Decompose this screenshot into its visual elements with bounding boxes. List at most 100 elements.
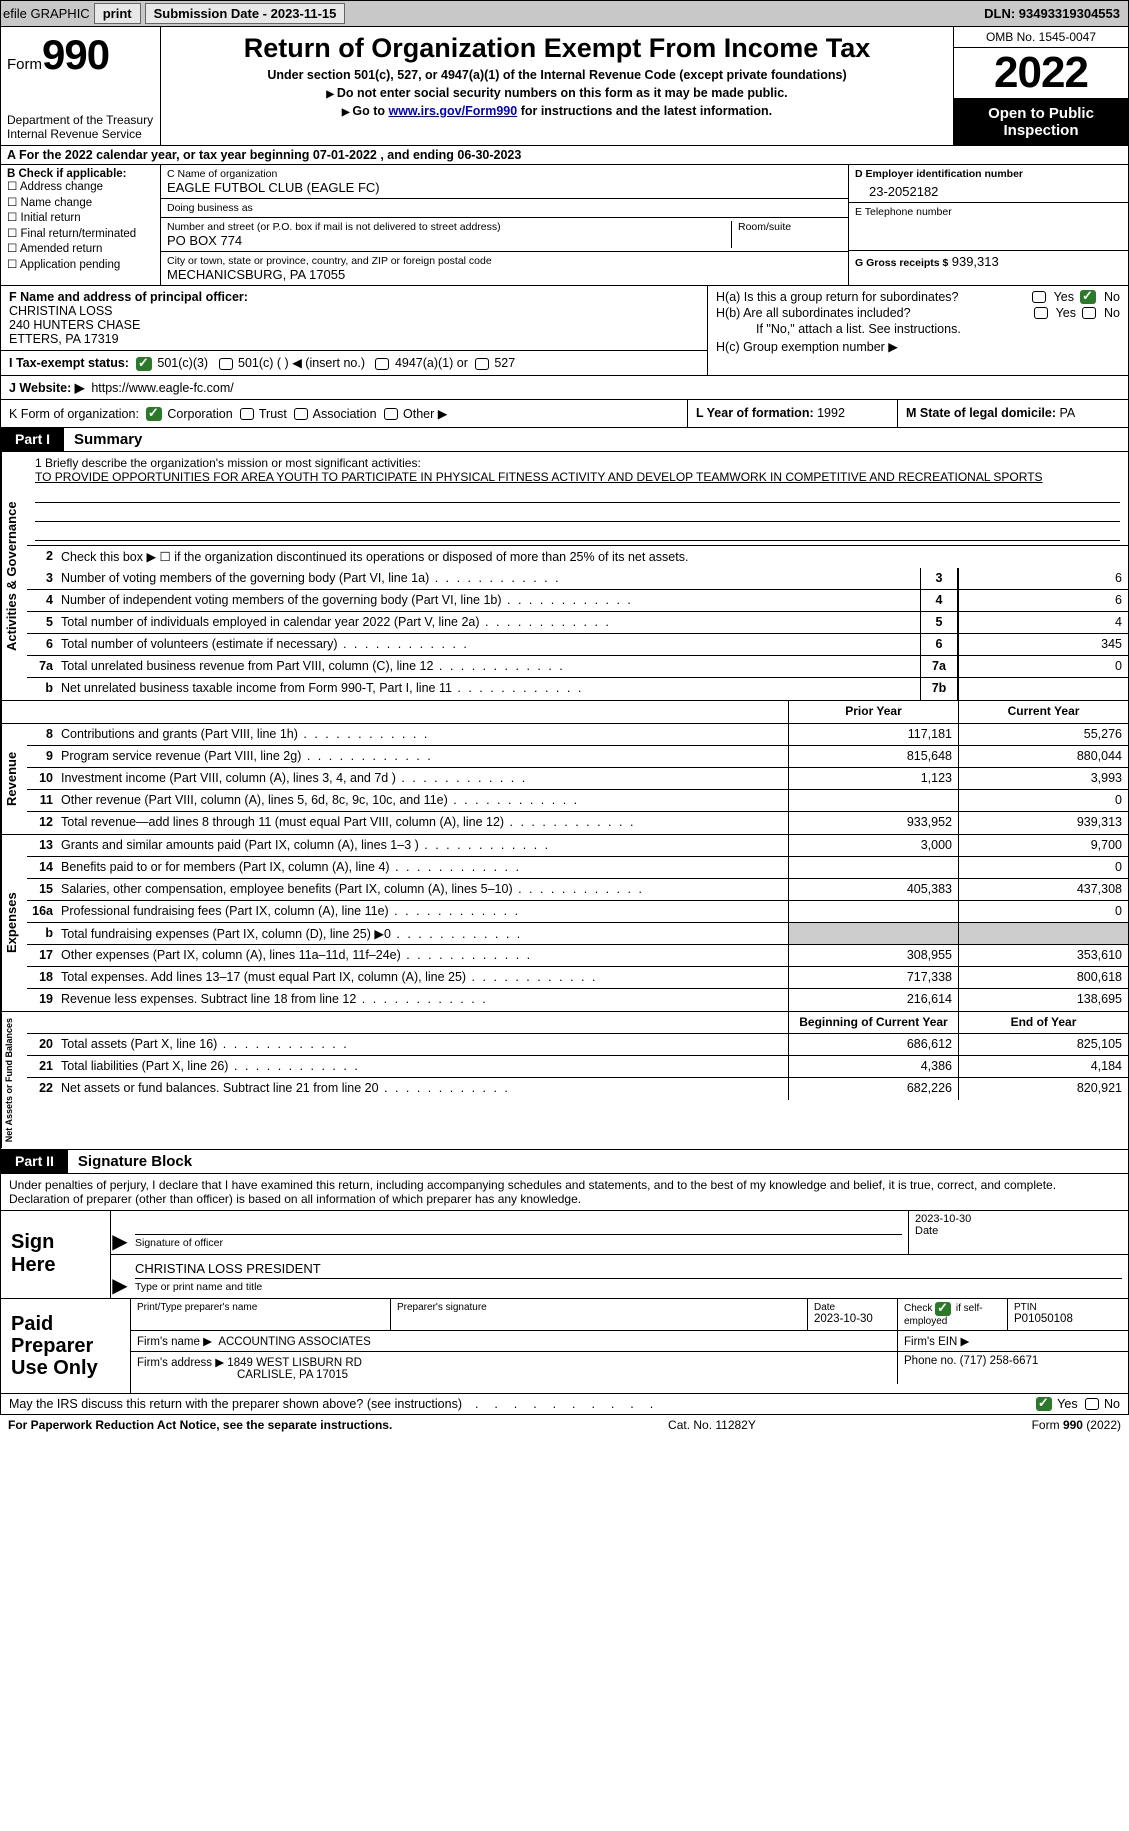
officer-signature[interactable] <box>135 1213 902 1235</box>
chk-4947[interactable] <box>375 358 389 370</box>
summary-revenue: Revenue 8Contributions and grants (Part … <box>0 724 1129 835</box>
chk-assoc[interactable] <box>294 408 308 420</box>
pycy-header: Prior Year Current Year <box>0 701 1129 724</box>
sign-here-block: Sign Here ▶ Signature of officer 2023-10… <box>0 1210 1129 1299</box>
ptin: P01050108 <box>1014 1313 1122 1325</box>
chk-trust[interactable] <box>240 408 254 420</box>
part-i-tag: Part I <box>1 428 64 451</box>
omb-number: OMB No. 1545-0047 <box>954 27 1128 48</box>
summary-row: 4Number of independent voting members of… <box>27 590 1128 612</box>
paid-preparer-block: Paid Preparer Use Only Print/Type prepar… <box>0 1299 1129 1394</box>
j-label: J Website: ▶ <box>9 381 84 395</box>
opt-trust: Trust <box>259 407 287 421</box>
summary-row: 5Total number of individuals employed in… <box>27 612 1128 634</box>
chk-initial-return[interactable]: ☐ Initial return <box>7 211 154 227</box>
opt-501c: 501(c) ( ) ◀ (insert no.) <box>238 356 365 370</box>
summary-row: 6Total number of volunteers (estimate if… <box>27 634 1128 656</box>
summary-row: 15Salaries, other compensation, employee… <box>27 879 1128 901</box>
opt-assoc: Association <box>313 407 377 421</box>
cat-no: Cat. No. 11282Y <box>392 1418 1031 1432</box>
may-yes[interactable] <box>1036 1397 1052 1411</box>
form-subtitle: Under section 501(c), 527, or 4947(a)(1)… <box>171 68 943 82</box>
firm-name-lbl: Firm's name ▶ <box>137 1336 212 1348</box>
ha-label: H(a) Is this a group return for subordin… <box>716 290 1026 304</box>
ssn-note: Do not enter social security numbers on … <box>171 86 943 100</box>
chk-501c3[interactable] <box>136 357 152 371</box>
paperwork-notice: For Paperwork Reduction Act Notice, see … <box>8 1418 392 1432</box>
chk-other[interactable] <box>384 408 398 420</box>
prep-name-lbl: Print/Type preparer's name <box>137 1302 384 1313</box>
summary-row: 12Total revenue—add lines 8 through 11 (… <box>27 812 1128 834</box>
chk-corp[interactable] <box>146 407 162 421</box>
efile-topbar: efile GRAPHIC print Submission Date - 20… <box>0 0 1129 27</box>
vtab-netassets: Net Assets or Fund Balances <box>1 1012 27 1148</box>
hb-note: If "No," attach a list. See instructions… <box>716 322 1120 336</box>
website-url: https://www.eagle-fc.com/ <box>91 381 233 395</box>
form-ref: Form 990 (2022) <box>1032 1418 1121 1432</box>
dept-treasury: Department of the Treasury <box>7 113 154 127</box>
street-address: PO BOX 774 <box>167 233 731 248</box>
irs-link[interactable]: www.irs.gov/Form990 <box>388 104 517 118</box>
mission-label: 1 Briefly describe the organization's mi… <box>35 456 1120 470</box>
efile-label: efile GRAPHIC <box>3 6 90 21</box>
opt-501c3: 501(c)(3) <box>157 356 208 370</box>
firm-name: ACCOUNTING ASSOCIATES <box>218 1336 371 1348</box>
chk-app-pending[interactable]: ☐ Application pending <box>7 258 154 274</box>
firm-phone: (717) 258-6671 <box>960 1355 1039 1367</box>
l-label: L Year of formation: <box>696 406 814 420</box>
part-ii-header: Part II Signature Block <box>0 1150 1129 1174</box>
addr-label: Number and street (or P.O. box if mail i… <box>167 221 731 233</box>
room-label: Room/suite <box>738 221 842 233</box>
part-ii-title: Signature Block <box>68 1150 202 1173</box>
chk-final-return[interactable]: ☐ Final return/terminated <box>7 227 154 243</box>
chk-address-change[interactable]: ☐ Address change <box>7 180 154 196</box>
hb-yes[interactable] <box>1034 307 1048 319</box>
section-fh: F Name and address of principal officer:… <box>0 285 1129 376</box>
chk-name-change[interactable]: ☐ Name change <box>7 196 154 212</box>
chk-527[interactable] <box>475 358 489 370</box>
boyeoy-header: Net Assets or Fund Balances Beginning of… <box>0 1012 1129 1149</box>
row-klm: K Form of organization: Corporation Trus… <box>0 400 1129 429</box>
summary-row: 16aProfessional fundraising fees (Part I… <box>27 901 1128 923</box>
section-bcd: B Check if applicable: ☐ Address change … <box>0 165 1129 285</box>
eoy-hdr: End of Year <box>958 1012 1128 1033</box>
may-no[interactable] <box>1085 1398 1099 1410</box>
self-employed[interactable]: Check if self-employed <box>904 1303 983 1326</box>
open-to-public: Open to Public Inspection <box>954 99 1128 145</box>
may-discuss: May the IRS discuss this return with the… <box>9 1397 462 1411</box>
tel-label: E Telephone number <box>855 206 1122 218</box>
form-number: Form990 <box>7 31 154 79</box>
summary-row: 13Grants and similar amounts paid (Part … <box>27 835 1128 857</box>
ha-no[interactable] <box>1080 290 1096 304</box>
ha-yes[interactable] <box>1032 291 1046 303</box>
summary-row: 22Net assets or fund balances. Subtract … <box>27 1078 1128 1100</box>
opt-527: 527 <box>494 356 515 370</box>
part-i-title: Summary <box>64 428 152 451</box>
dba-label: Doing business as <box>167 202 842 214</box>
firm-ein-lbl: Firm's EIN ▶ <box>898 1331 1128 1351</box>
irs-label: Internal Revenue Service <box>7 127 154 141</box>
vtab-revenue: Revenue <box>1 724 27 834</box>
curr-year-hdr: Current Year <box>958 701 1128 723</box>
hb-no[interactable] <box>1082 307 1096 319</box>
vtab-gov: Activities & Governance <box>1 452 27 700</box>
chk-501c[interactable] <box>219 358 233 370</box>
opt-corp: Corporation <box>167 407 232 421</box>
prep-date: 2023-10-30 <box>814 1313 891 1325</box>
firm-addr2: CARLISLE, PA 17015 <box>137 1369 348 1381</box>
i-label: I Tax-exempt status: <box>9 356 129 370</box>
c-name-label: C Name of organization <box>167 168 842 180</box>
mission-line-1 <box>35 487 1120 503</box>
b-label: B Check if applicable: <box>7 168 154 180</box>
summary-row: 10Investment income (Part VIII, column (… <box>27 768 1128 790</box>
summary-row: 18Total expenses. Add lines 13–17 (must … <box>27 967 1128 989</box>
prep-sig-lbl: Preparer's signature <box>397 1302 801 1313</box>
phone-lbl: Phone no. <box>904 1355 956 1367</box>
summary-row: 11Other revenue (Part VIII, column (A), … <box>27 790 1128 812</box>
ptin-lbl: PTIN <box>1014 1302 1122 1313</box>
opt-other: Other ▶ <box>403 407 447 421</box>
print-button[interactable]: print <box>94 3 141 24</box>
org-name: EAGLE FUTBOL CLUB (EAGLE FC) <box>167 180 842 195</box>
submission-date: Submission Date - 2023-11-15 <box>145 3 346 24</box>
chk-amended[interactable]: ☐ Amended return <box>7 242 154 258</box>
